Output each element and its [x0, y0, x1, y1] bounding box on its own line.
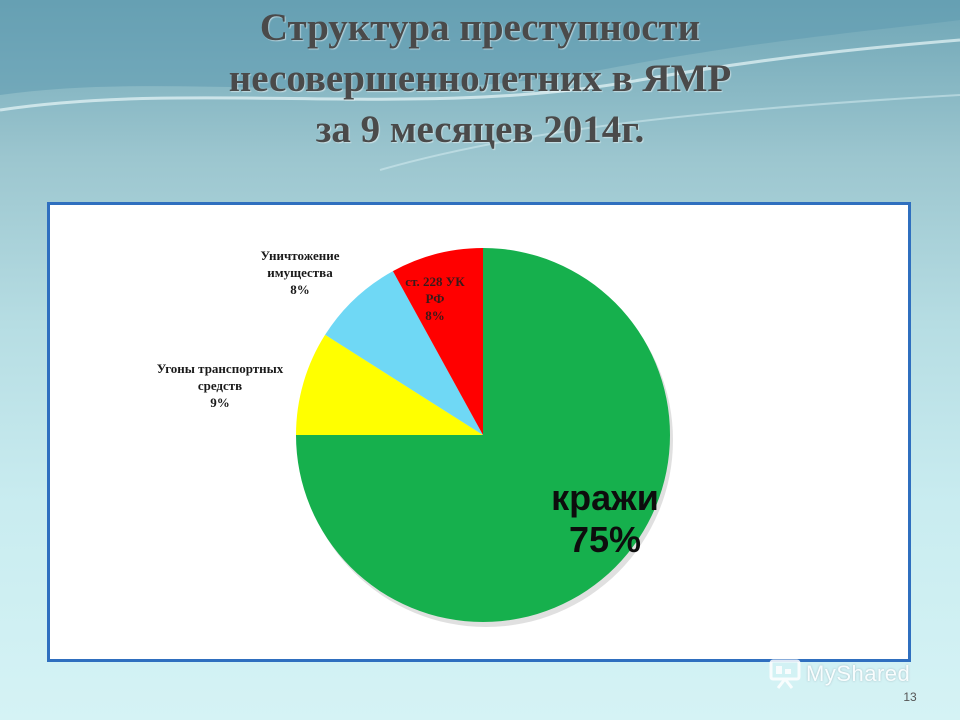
slice-label-theft-name: кражи	[551, 477, 659, 518]
slice-label-theft: кражи 75%	[505, 477, 705, 561]
slice-label-228-line-2: РФ	[425, 291, 445, 306]
chart-frame: кражи 75% Угоны транспортных средств 9% …	[47, 202, 911, 662]
slice-property-destruction	[325, 271, 483, 435]
slice-article-228	[392, 248, 483, 435]
watermark: MyShared	[768, 656, 928, 692]
slice-label-228-value: 8%	[425, 308, 445, 323]
slice-label-property-value: 8%	[290, 282, 310, 297]
presentation-icon	[769, 659, 801, 689]
slice-vehicle-theft	[296, 334, 483, 435]
slice-label-228-line-1: ст. 228 УК	[405, 274, 465, 289]
slice-label-vehicle-theft-value: 9%	[210, 395, 230, 410]
title-line-1: Структура преступности	[259, 6, 701, 49]
watermark-text: MyShared	[806, 661, 911, 686]
title-line-3: за 9 месяцев 2014г.	[315, 108, 645, 151]
page-number: 13	[903, 690, 917, 704]
slice-label-theft-value: 75%	[568, 519, 642, 560]
slice-label-vehicle-theft-line-2: средств	[197, 378, 243, 393]
background-wave	[0, 0, 960, 171]
slice-label-property-line-1: Уничтожение	[260, 248, 340, 263]
slide-title: Структура преступности несовершеннолетни…	[130, 2, 830, 155]
slice-label-vehicle-theft-line-1: Угоны транспортных	[156, 361, 284, 376]
pie-chart	[296, 248, 673, 627]
slice-label-property-line-2: имущества	[267, 265, 333, 280]
title-line-2: несовершеннолетних в ЯМР	[228, 57, 732, 100]
slice-label-property-destruction: Уничтожение имущества 8%	[235, 247, 365, 298]
slice-label-article-228: ст. 228 УК РФ 8%	[390, 273, 480, 324]
slice-label-vehicle-theft: Угоны транспортных средств 9%	[135, 360, 305, 411]
